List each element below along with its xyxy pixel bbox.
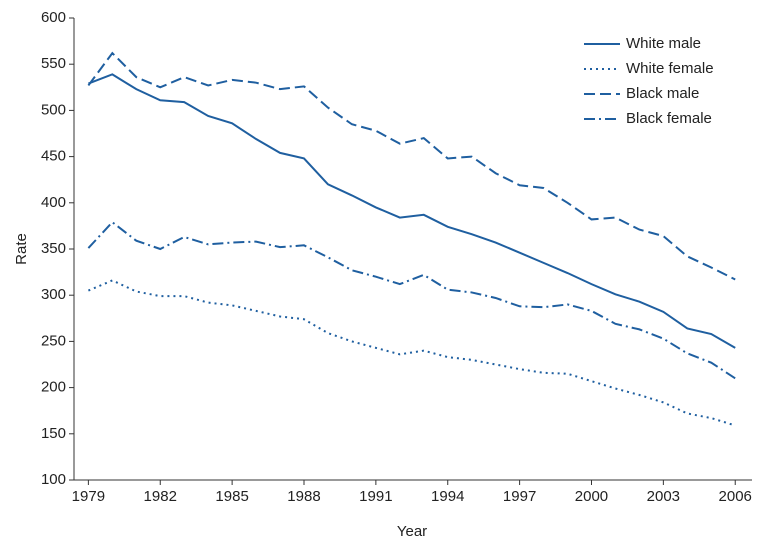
x-tick-label: 1991: [359, 488, 392, 505]
x-tick-label: 1988: [287, 488, 320, 505]
y-tick-label: 450: [41, 148, 66, 165]
x-tick-label: 1997: [503, 488, 536, 505]
x-tick-label: 1982: [144, 488, 177, 505]
data-line: [88, 73, 736, 349]
x-tick-label: 1985: [215, 488, 248, 505]
data-line: [87, 220, 736, 380]
x-tick-label: 2003: [647, 488, 680, 505]
x-tick-label: 2000: [575, 488, 608, 505]
y-tick-label: 500: [41, 101, 66, 118]
legend-label: White female: [626, 60, 714, 77]
data-line: [87, 279, 736, 427]
x-tick-label: 2006: [719, 488, 752, 505]
y-tick-label: 100: [41, 471, 66, 488]
y-tick-label: 350: [41, 240, 66, 257]
legend-label: Black male: [626, 85, 699, 102]
y-tick-label: 550: [41, 55, 66, 72]
x-axis-label: Year: [397, 523, 427, 540]
y-tick-label: 600: [41, 9, 66, 26]
x-tick-label: 1994: [431, 488, 464, 505]
y-tick-label: 300: [41, 286, 66, 303]
y-axis-label: Rate: [13, 233, 30, 265]
legend-label: Black female: [626, 110, 712, 127]
y-tick-label: 150: [41, 425, 66, 442]
y-tick-label: 250: [41, 332, 66, 349]
y-tick-label: 400: [41, 194, 66, 211]
x-tick-label: 1979: [72, 488, 105, 505]
legend-label: White male: [626, 35, 701, 52]
y-tick-label: 200: [41, 379, 66, 396]
data-line: [87, 51, 736, 281]
